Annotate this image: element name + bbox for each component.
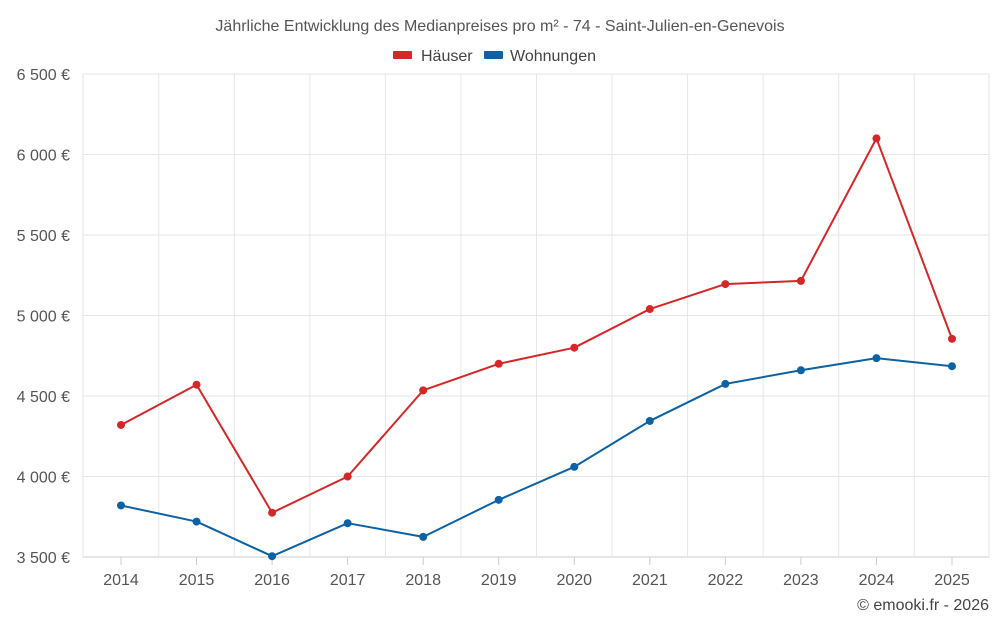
copyright-credit: © emooki.fr - 2026 [857, 597, 989, 614]
x-tick-label: 2020 [556, 572, 592, 589]
y-tick-label: 5 500 € [17, 228, 70, 245]
legend-item[interactable]: Häuser [393, 48, 473, 65]
y-tick-label: 6 000 € [17, 148, 70, 165]
legend: Häuser Wohnungen [393, 48, 596, 65]
grid [82, 73, 990, 558]
data-point[interactable] [645, 416, 654, 425]
legend-label: Wohnungen [510, 48, 596, 65]
data-point[interactable] [494, 495, 503, 504]
y-axis: 3 500 € 4 000 € 4 500 € 5 000 € 5 500 € 6 000… [17, 67, 70, 567]
x-tick-label: 2022 [708, 572, 744, 589]
x-tick-label: 2024 [859, 572, 895, 589]
legend-swatch [484, 51, 503, 59]
data-point[interactable] [872, 134, 881, 143]
series-line [120, 137, 953, 514]
x-tick-label: 2021 [632, 572, 668, 589]
data-point[interactable] [948, 362, 956, 371]
y-tick-label: 3 500 € [17, 550, 70, 567]
series-line [120, 357, 953, 558]
legend-swatch [393, 51, 412, 59]
data-point[interactable] [117, 501, 125, 510]
x-tick-label: 2016 [254, 572, 290, 589]
data-point[interactable] [343, 472, 352, 481]
data-point[interactable] [570, 343, 579, 352]
data-point[interactable] [721, 280, 730, 289]
x-tick-label: 2014 [103, 572, 139, 589]
x-tick-label: 2015 [179, 572, 215, 589]
data-point[interactable] [268, 552, 277, 561]
x-tick-label: 2025 [934, 572, 970, 589]
series-wohnungen [117, 354, 956, 561]
data-point[interactable] [117, 420, 125, 429]
data-point[interactable] [192, 380, 201, 389]
x-tick-label: 2023 [783, 572, 819, 589]
y-tick-label: 4 000 € [17, 470, 70, 487]
data-point[interactable] [268, 508, 277, 517]
series-layer [117, 134, 956, 561]
data-point[interactable] [948, 334, 956, 343]
legend-label: Häuser [421, 48, 473, 65]
x-tick-label: 2018 [405, 572, 441, 589]
data-point[interactable] [192, 517, 201, 526]
data-point[interactable] [419, 386, 428, 395]
y-tick-label: 4 500 € [17, 389, 70, 406]
data-point[interactable] [796, 366, 805, 375]
data-point[interactable] [645, 305, 654, 314]
data-point[interactable] [570, 462, 579, 471]
series-häuser [117, 134, 956, 517]
chart-title: Jährliche Entwicklung des Medianpreises … [215, 18, 784, 35]
data-point[interactable] [796, 276, 805, 285]
data-point[interactable] [494, 359, 503, 368]
data-point[interactable] [343, 519, 352, 528]
x-tick-label: 2017 [330, 572, 366, 589]
data-point[interactable] [419, 532, 428, 541]
x-tick-label: 2019 [481, 572, 517, 589]
data-point[interactable] [872, 354, 881, 363]
y-tick-label: 5 000 € [17, 309, 70, 326]
legend-item[interactable]: Wohnungen [484, 48, 596, 65]
y-tick-label: 6 500 € [17, 67, 70, 84]
x-axis: 2014 2015 2016 2017 2018 2019 2020 2021 2022 2023… [103, 557, 970, 589]
data-point[interactable] [721, 379, 730, 388]
